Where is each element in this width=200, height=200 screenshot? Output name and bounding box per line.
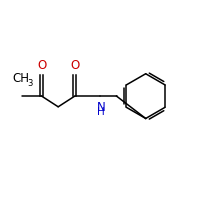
Text: O: O [37,59,46,72]
Text: H: H [97,107,105,117]
Text: CH: CH [13,72,30,85]
Text: O: O [70,59,79,72]
Text: N: N [97,101,105,114]
Text: 3: 3 [28,79,33,88]
